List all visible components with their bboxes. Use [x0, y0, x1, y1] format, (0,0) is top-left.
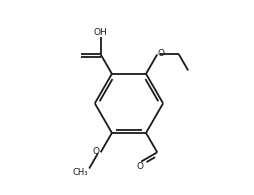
Text: O: O [158, 49, 165, 58]
Text: O: O [137, 162, 144, 171]
Text: O: O [93, 147, 100, 156]
Text: CH₃: CH₃ [73, 168, 88, 177]
Text: OH: OH [94, 28, 107, 37]
